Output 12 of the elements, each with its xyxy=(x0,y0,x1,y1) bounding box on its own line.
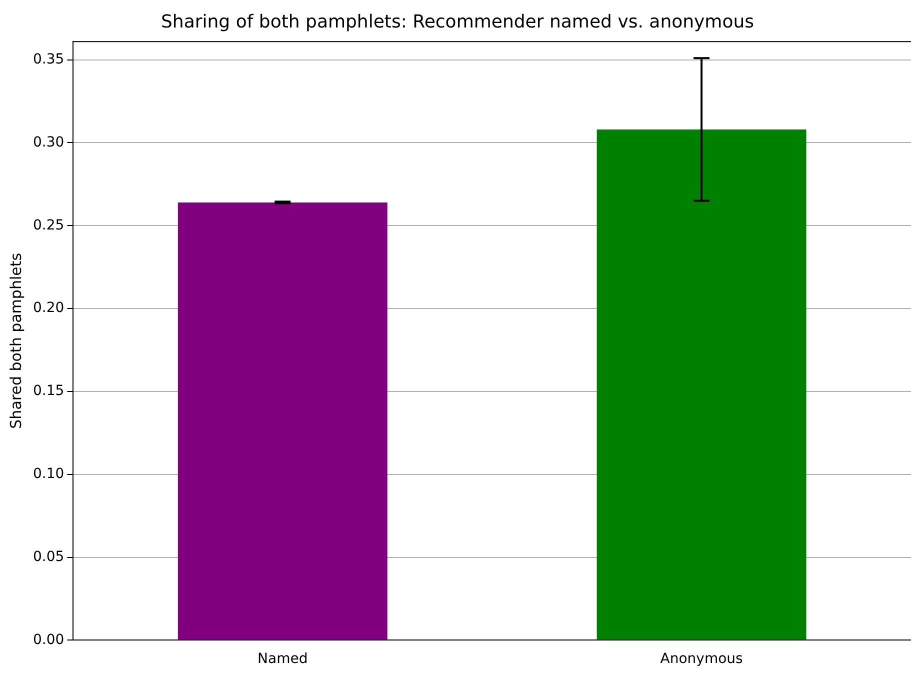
x-tick-label: Named xyxy=(258,651,308,668)
y-tick-label: 0.00 xyxy=(33,632,64,648)
y-tick-label: 0.35 xyxy=(33,51,64,68)
y-tick-label: 0.20 xyxy=(33,300,64,316)
y-tick-label: 0.10 xyxy=(33,466,64,482)
x-tick-label: Anonymous xyxy=(660,651,743,668)
y-tick-label: 0.15 xyxy=(33,383,64,400)
y-axis-title: Shared both pamphlets xyxy=(6,252,25,429)
y-tick-label: 0.05 xyxy=(33,548,64,565)
y-tick-label: 0.25 xyxy=(33,217,64,234)
y-tick-label: 0.30 xyxy=(33,134,64,150)
chart-title: Sharing of both pamphlets: Recommender named vs. anonymous xyxy=(160,11,754,32)
